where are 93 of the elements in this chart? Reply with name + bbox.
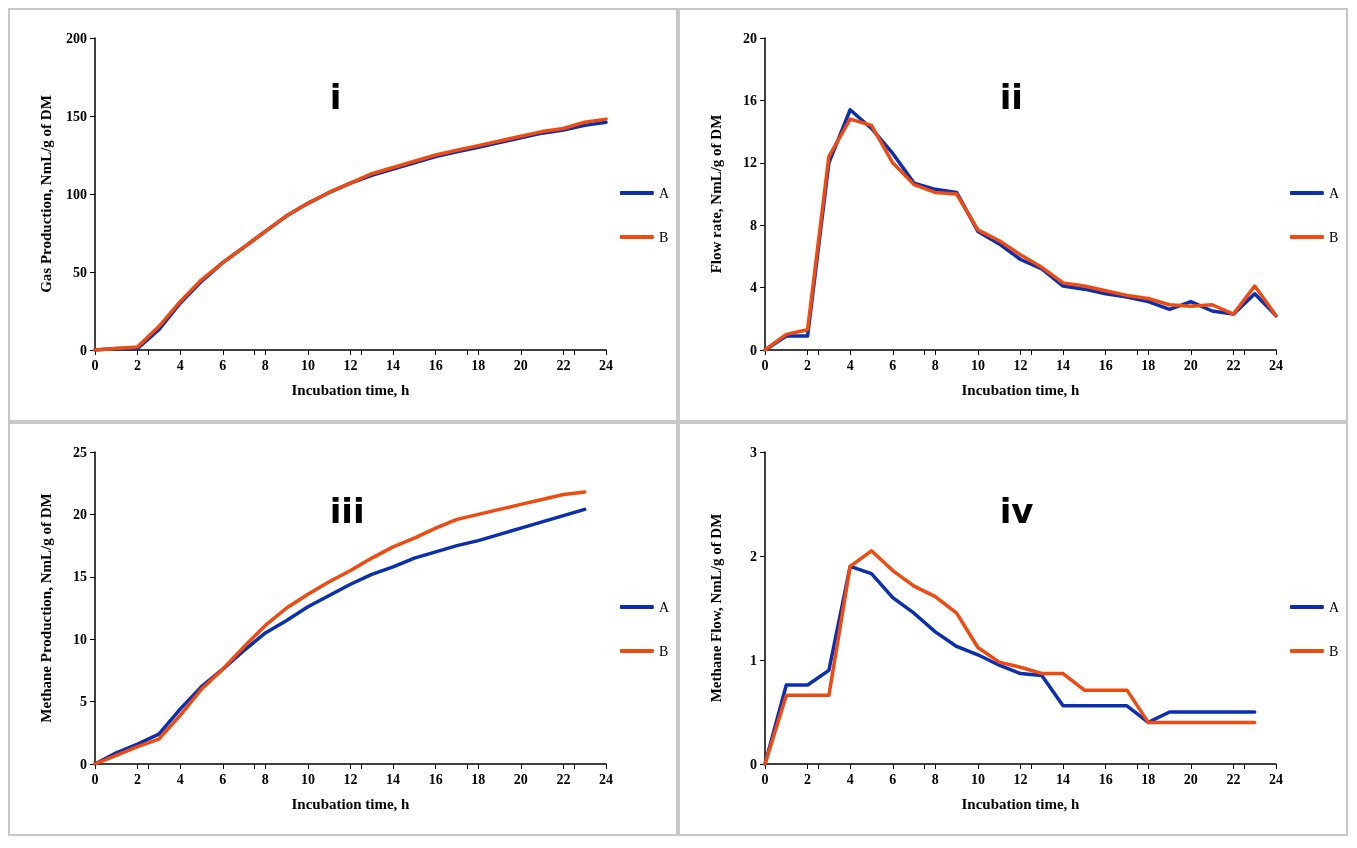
x-tick-label: 0 [91, 771, 99, 787]
x-tick-label: 14 [386, 771, 401, 787]
x-tick-label: 14 [386, 357, 401, 373]
x-tick-label: 20 [513, 357, 528, 373]
x-tick-label: 24 [599, 357, 613, 373]
annotation: iv [999, 491, 1034, 531]
legend-label: A [658, 185, 670, 201]
legend-label: B [1328, 643, 1339, 659]
annotation: iii [329, 491, 365, 531]
x-tick-label: 2 [804, 357, 812, 373]
x-tick-label: 22 [1226, 771, 1241, 787]
x-tick-label: 6 [219, 357, 227, 373]
y-tick-label: 200 [66, 30, 87, 46]
y-tick-label: 0 [750, 756, 757, 772]
x-tick-label: 24 [1269, 771, 1283, 787]
y-tick-label: 5 [80, 694, 87, 710]
x-tick-label: 4 [176, 771, 184, 787]
x-tick-label: 10 [970, 771, 985, 787]
x-tick-label: 6 [889, 357, 897, 373]
x-tick-label: 18 [1141, 357, 1156, 373]
x-tick-label: 12 [343, 771, 358, 787]
x-tick-label: 2 [804, 771, 812, 787]
x-tick-label: 16 [428, 357, 443, 373]
x-tick-label: 0 [91, 357, 99, 373]
x-tick-label: 12 [343, 357, 358, 373]
y-tick-label: 8 [750, 217, 757, 233]
x-tick-label: 8 [931, 357, 939, 373]
x-tick-label: 20 [1183, 771, 1198, 787]
x-axis-title: Incubation time, h [961, 381, 1081, 398]
x-tick-label: 16 [1098, 771, 1113, 787]
legend-label: B [658, 643, 669, 659]
x-tick-label: 10 [300, 771, 315, 787]
x-tick-label: 24 [1269, 357, 1283, 373]
legend-label: B [658, 229, 669, 245]
y-tick-label: 0 [80, 756, 87, 772]
x-tick-label: 18 [1141, 771, 1156, 787]
legend-label: B [1328, 229, 1339, 245]
y-tick-label: 4 [750, 280, 757, 296]
legend-label: A [1328, 599, 1340, 615]
y-tick-label: 0 [80, 342, 87, 358]
x-tick-label: 6 [219, 771, 227, 787]
x-tick-label: 20 [1183, 357, 1198, 373]
y-tick-label: 12 [743, 155, 757, 171]
y-tick-label: 0 [750, 342, 757, 358]
y-tick-label: 1 [750, 652, 757, 668]
x-tick-label: 14 [1056, 771, 1071, 787]
x-tick-label: 22 [556, 357, 571, 373]
y-axis-title: Methane Production, NmL/g of DM [37, 493, 54, 723]
x-tick-label: 2 [134, 771, 142, 787]
annotation: ii [999, 77, 1023, 117]
y-tick-label: 15 [73, 569, 87, 585]
x-tick-label: 6 [889, 771, 897, 787]
y-axis-title: Methane Flow, NmL/g of DM [707, 513, 724, 703]
x-tick-label: 18 [471, 771, 486, 787]
y-tick-label: 10 [73, 631, 87, 647]
legend-label: A [1328, 185, 1340, 201]
x-tick-label: 16 [1098, 357, 1113, 373]
y-tick-label: 50 [73, 264, 87, 280]
x-axis-title: Incubation time, h [961, 795, 1081, 812]
y-axis-title: Flow rate, NmL/g of DM [707, 114, 724, 274]
x-tick-label: 14 [1056, 357, 1071, 373]
x-tick-label: 4 [176, 357, 184, 373]
x-tick-label: 4 [846, 771, 854, 787]
y-tick-label: 20 [743, 30, 757, 46]
x-tick-label: 10 [300, 357, 315, 373]
x-tick-label: 24 [599, 771, 613, 787]
x-tick-label: 8 [931, 771, 939, 787]
x-tick-label: 4 [846, 357, 854, 373]
x-axis-title: Incubation time, h [291, 381, 411, 398]
x-tick-label: 0 [761, 357, 769, 373]
y-axis-title: Gas Production, NmL/g of DM [37, 95, 54, 293]
y-tick-label: 20 [73, 506, 87, 522]
x-tick-label: 20 [513, 771, 528, 787]
x-axis-title: Incubation time, h [291, 795, 411, 812]
x-tick-label: 8 [261, 357, 269, 373]
y-tick-label: 25 [73, 444, 87, 460]
x-tick-label: 12 [1013, 357, 1028, 373]
y-tick-label: 3 [750, 444, 757, 460]
x-tick-label: 22 [556, 771, 571, 787]
x-tick-label: 8 [261, 771, 269, 787]
y-tick-label: 2 [750, 548, 757, 564]
x-tick-label: 22 [1226, 357, 1241, 373]
x-tick-label: 16 [428, 771, 443, 787]
legend-label: A [658, 599, 670, 615]
y-tick-label: 150 [66, 108, 87, 124]
x-tick-label: 12 [1013, 771, 1028, 787]
x-tick-label: 10 [970, 357, 985, 373]
x-tick-label: 0 [761, 771, 769, 787]
y-tick-label: 16 [743, 92, 757, 108]
x-tick-label: 18 [471, 357, 486, 373]
x-tick-label: 2 [134, 357, 142, 373]
y-tick-label: 100 [66, 186, 87, 202]
annotation: i [329, 77, 342, 117]
